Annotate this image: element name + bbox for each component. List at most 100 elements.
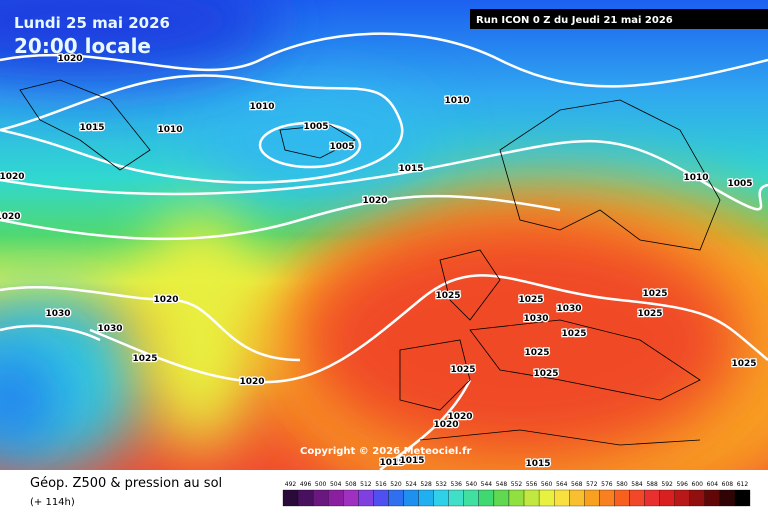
- isobar-label: 1025: [435, 291, 460, 301]
- colorbar-label: 516: [375, 481, 387, 488]
- colorbar-label: 604: [707, 481, 719, 488]
- colorbar-label: 592: [661, 481, 673, 488]
- colorbar-label: 496: [300, 481, 312, 488]
- colorbar-label: 540: [466, 481, 478, 488]
- colorbar-label: 580: [616, 481, 628, 488]
- isobar-label: 1015: [379, 458, 404, 468]
- colorbar-label: 536: [451, 481, 463, 488]
- colorbar-cell: [433, 489, 449, 507]
- colorbar-label: 508: [345, 481, 357, 488]
- isobar-label: 1025: [518, 295, 543, 305]
- colorbar-label: 520: [390, 481, 402, 488]
- isobar-label: 1005: [727, 179, 752, 189]
- isobar-label: 1025: [524, 348, 549, 358]
- footer-title: Géop. Z500 & pression au sol: [30, 476, 222, 491]
- colorbar-cell: [282, 489, 299, 507]
- colorbar-cell: [644, 489, 660, 507]
- colorbar-cell: [373, 489, 389, 507]
- isobar-label: 1025: [533, 369, 558, 379]
- colorbar-cell: [388, 489, 404, 507]
- isobar-label: 1015: [399, 456, 424, 466]
- isobar-label: 1025: [642, 289, 667, 299]
- colorbar-label: 548: [496, 481, 508, 488]
- colorbar-cell: [704, 489, 721, 507]
- colorbar-cell: [659, 489, 675, 507]
- isobar-label: 1020: [447, 412, 472, 422]
- colorbar-label: 528: [420, 481, 432, 488]
- isobar-label: 1015: [398, 164, 423, 174]
- copyright: Copyright © 2026 Meteociel.fr: [300, 446, 471, 457]
- footer-lead: (+ 114h): [30, 497, 75, 508]
- colorbar-label: 612: [737, 481, 749, 488]
- colorbar-label: 552: [511, 481, 523, 488]
- isobar-label: 1020: [57, 54, 82, 64]
- colorbar-cell: [418, 489, 434, 507]
- colorbar-label: 544: [481, 481, 493, 488]
- isobar-label: 1030: [45, 309, 70, 319]
- colorbar-label: 512: [360, 481, 372, 488]
- isobar-label: 1015: [79, 123, 104, 133]
- colorbar-label: 524: [405, 481, 417, 488]
- isobar-label: 1025: [637, 309, 662, 319]
- colorbar-label: 568: [571, 481, 583, 488]
- colorbar-cell: [403, 489, 419, 507]
- colorbar-cell: [343, 489, 359, 507]
- isobar-label: 1025: [731, 359, 756, 369]
- isobar-label: 1005: [329, 142, 354, 152]
- colorbar-label: 572: [586, 481, 598, 488]
- colorbar-label: 584: [631, 481, 643, 488]
- colorbar-cell: [448, 489, 464, 507]
- colorbar-cell: [689, 489, 705, 507]
- isobar-label: 1015: [525, 459, 550, 469]
- isobar-label: 1020: [362, 196, 387, 206]
- colorbar-cell: [584, 489, 600, 507]
- isobar-label: 1025: [561, 329, 586, 339]
- colorbar-cell: [734, 489, 751, 507]
- colorbar-label: 532: [435, 481, 447, 488]
- isobar-label: 1020: [433, 420, 458, 430]
- colorbar-cell: [554, 489, 570, 507]
- isobar-label: 1020: [239, 377, 264, 387]
- colorbar-cell: [478, 489, 495, 507]
- colorbar-label: 504: [330, 481, 342, 488]
- colorbar-cell: [674, 489, 690, 507]
- isobar-label: 1010: [444, 96, 469, 106]
- colorbar-label: 492: [285, 481, 297, 488]
- isobar-label: 1020: [0, 212, 21, 222]
- colorbar-label: 588: [646, 481, 658, 488]
- isobar-label: 1020: [153, 295, 178, 305]
- colorbar-label: 560: [541, 481, 553, 488]
- isobar-label: 1010: [249, 102, 274, 112]
- colorbar-label: 576: [601, 481, 613, 488]
- colorbar-label: 608: [722, 481, 734, 488]
- forecast-date: Lundi 25 mai 2026: [14, 14, 170, 32]
- colorbar-cell: [312, 489, 329, 507]
- colorbar-cell: [328, 489, 344, 507]
- colorbar-label: 564: [556, 481, 568, 488]
- isobar-label: 1010: [157, 125, 182, 135]
- run-info: Run ICON 0 Z du Jeudi 21 mai 2026: [476, 15, 673, 26]
- isobar-label: 1020: [0, 172, 25, 182]
- isobar-label: 1005: [303, 122, 328, 132]
- isobar-label: 1025: [132, 354, 157, 364]
- colorbar-cell: [508, 489, 525, 507]
- colorbar-label: 500: [315, 481, 327, 488]
- colorbar-label: 596: [676, 481, 688, 488]
- isobar-label: 1030: [556, 304, 581, 314]
- colorbar-label: 556: [526, 481, 538, 488]
- colorbar-cell: [569, 489, 585, 507]
- isobar-label: 1030: [523, 314, 548, 324]
- colorbar-cell: [297, 489, 314, 507]
- colorbar-cell: [463, 489, 479, 507]
- colorbar-cell: [523, 489, 540, 507]
- colorbar-label: 600: [692, 481, 704, 488]
- isobar-label: 1025: [450, 365, 475, 375]
- colorbar-cell: [614, 489, 630, 507]
- colorbar-cell: [538, 489, 555, 507]
- colorbar-cell: [719, 489, 736, 507]
- isobar-label: 1030: [97, 324, 122, 334]
- isobar-label: 1010: [683, 173, 708, 183]
- colorbar-cell: [493, 489, 510, 507]
